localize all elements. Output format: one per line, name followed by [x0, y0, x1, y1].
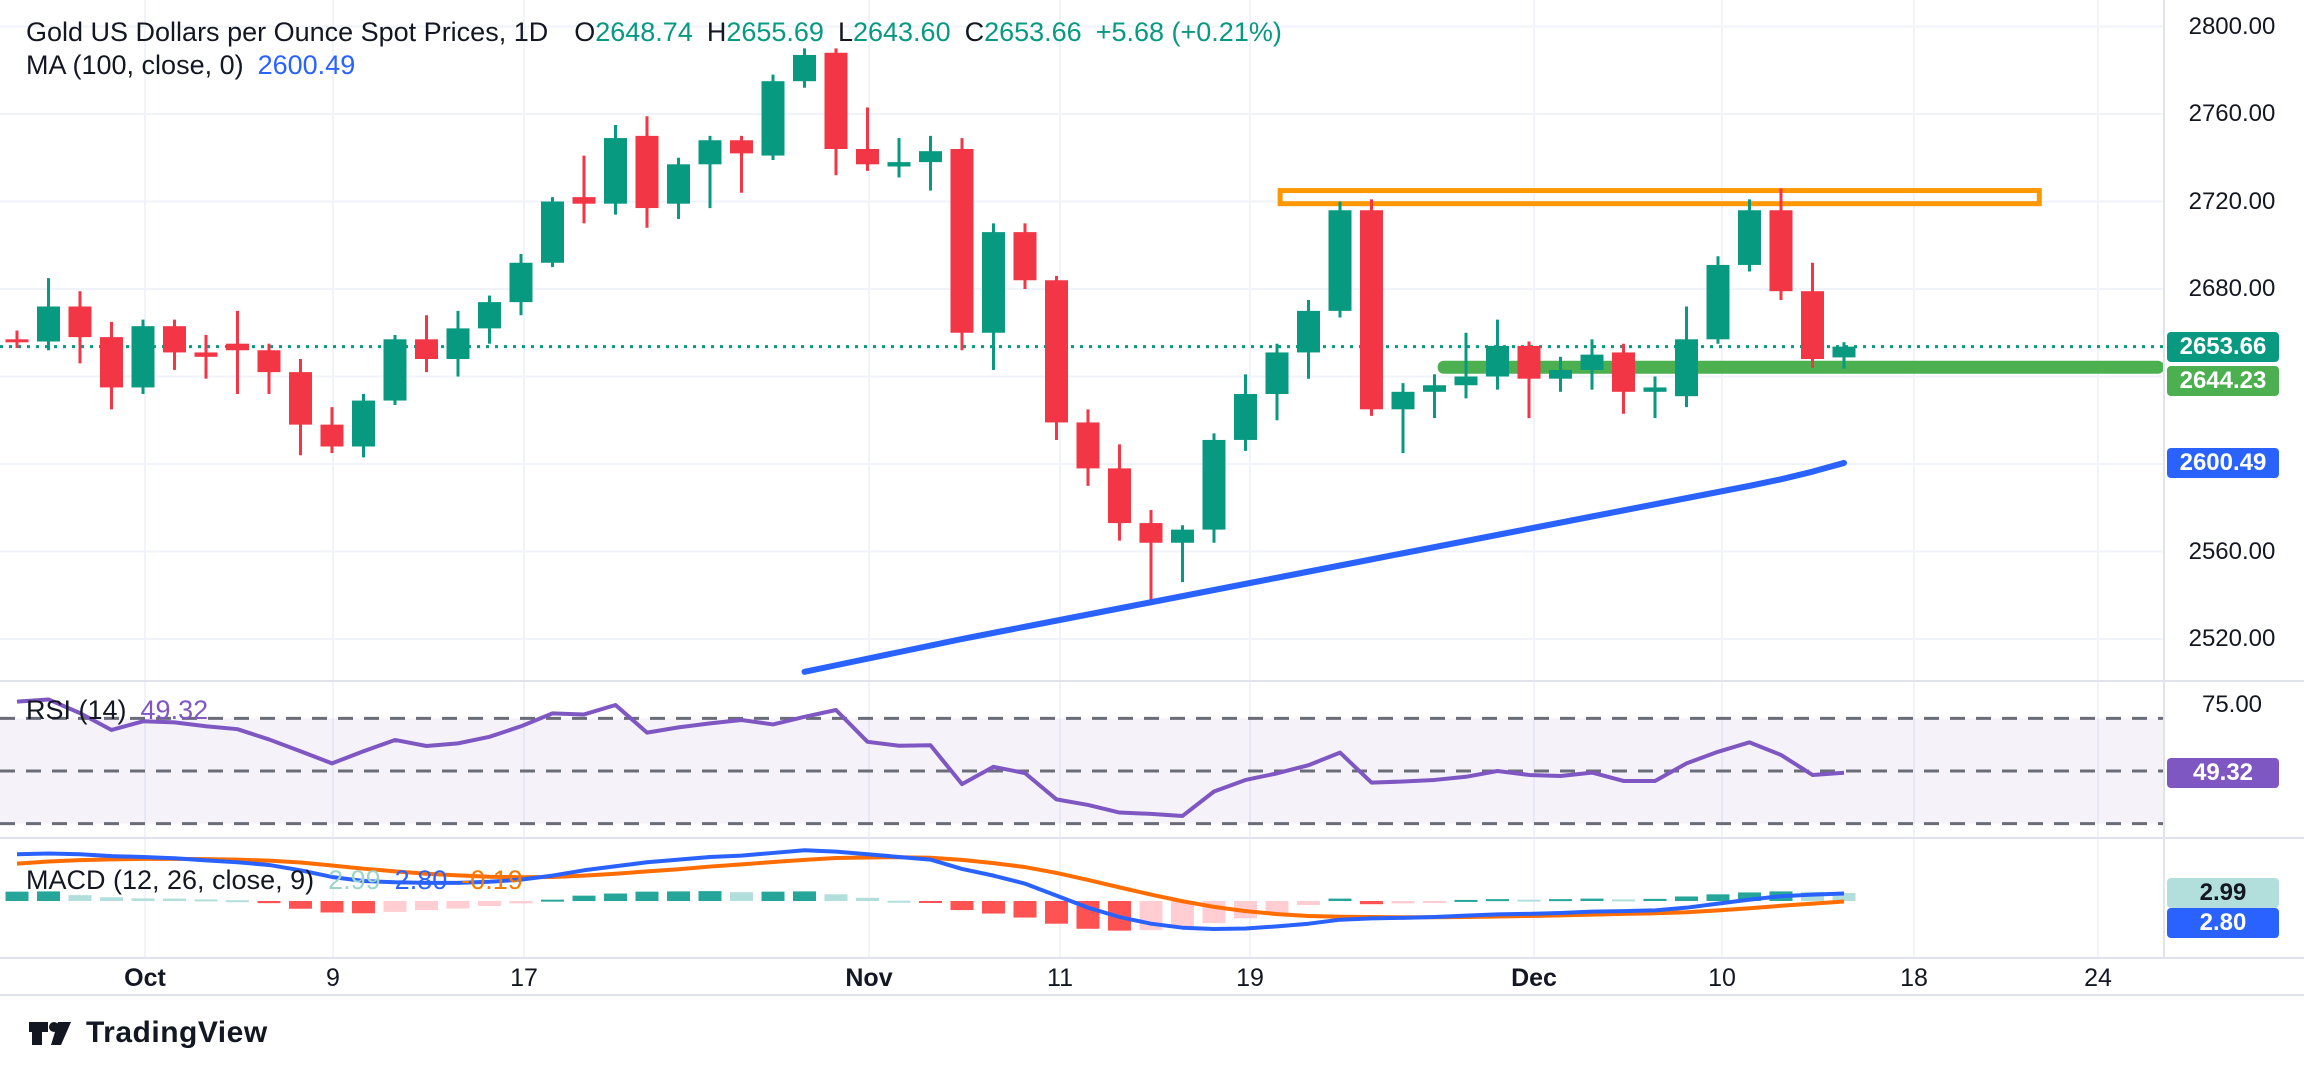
price-axis-label: 2720.00 [2188, 187, 2276, 215]
time-axis-day-label: 24 [2084, 964, 2112, 992]
symbol-legend: Gold US Dollars per Ounce Spot Prices, 1… [26, 16, 1282, 82]
rsi-legend[interactable]: RSI (14) 49.32 [26, 694, 208, 727]
time-axis-day-label: 11 [1047, 964, 1073, 992]
chart-canvas[interactable] [0, 0, 2304, 1000]
time-axis-month-label: Oct [124, 964, 166, 992]
low-value: 2643.60 [852, 17, 951, 47]
time-axis-day-label: 17 [510, 964, 538, 992]
time-axis-month-label: Nov [845, 964, 893, 992]
price-axis-label: 2520.00 [2188, 625, 2276, 652]
macd-legend[interactable]: MACD (12, 26, close, 9) 2.99 2.80 -0.19 [26, 864, 523, 897]
ma-value-badge: 2600.49 [2167, 447, 2279, 478]
price-axis-label: 2560.00 [2188, 537, 2276, 565]
close-value: 2653.66 [984, 17, 1082, 47]
time-axis-month-label: Dec [1511, 964, 1557, 992]
ma-100-line [801, 459, 1847, 675]
macd-hist-badge: 2.99 [2167, 878, 2279, 909]
last-price-badge: 2653.66 [2167, 331, 2279, 362]
symbol-title: Gold US Dollars per Ounce Spot Prices, 1… [26, 17, 549, 47]
open-value: 2648.74 [595, 17, 693, 47]
candlestick-series [5, 48, 1856, 604]
price-axis-label: 2680.00 [2188, 275, 2276, 302]
high-label: H [706, 17, 727, 47]
time-axis-day-label: 9 [326, 964, 340, 992]
change-value: +5.68 (+0.21%) [1095, 17, 1282, 47]
tradingview-logo[interactable]: TradingView [28, 1016, 268, 1050]
time-axis-day-label: 19 [1236, 964, 1264, 992]
rsi-line [16, 697, 1845, 818]
tradingview-logo-icon [29, 1022, 71, 1045]
rsi-indicator-label: RSI (14) [26, 695, 127, 725]
support-level-badge: 2644.23 [2167, 365, 2279, 396]
symbol-status-line[interactable]: Gold US Dollars per Ounce Spot Prices, 1… [26, 16, 1282, 49]
ma-indicator-label: MA (100, close, 0) [26, 50, 244, 80]
high-value: 2655.69 [726, 17, 824, 47]
support-level-band [1437, 360, 2164, 374]
rsi-axis-label: 75.00 [2201, 691, 2263, 719]
macd-line-value: 2.80 [394, 865, 448, 895]
resistance-zone-box [1277, 188, 2042, 207]
rsi-indicator-value: 49.32 [140, 695, 209, 725]
macd-signal-value: -0.19 [461, 865, 523, 895]
open-label: O [574, 17, 596, 47]
ma-indicator-value: 2600.49 [257, 50, 356, 80]
rsi-value-badge: 49.32 [2167, 757, 2279, 788]
close-label: C [964, 17, 985, 47]
tradingview-logo-text: TradingView [86, 1016, 268, 1049]
macd-hist-value: 2.99 [328, 865, 381, 895]
macd-indicator-label: MACD (12, 26, close, 9) [26, 865, 315, 895]
ma-status-line[interactable]: MA (100, close, 0) 2600.49 [26, 49, 1282, 82]
time-axis-day-label: 10 [1708, 964, 1736, 992]
low-label: L [837, 17, 853, 47]
price-axis-label: 2800.00 [2188, 12, 2276, 40]
macd-value-badge: 2.80 [2167, 908, 2279, 939]
price-axis-label: 2760.00 [2188, 100, 2276, 127]
time-axis-day-label: 18 [1900, 964, 1928, 992]
macd-line [16, 848, 1845, 932]
